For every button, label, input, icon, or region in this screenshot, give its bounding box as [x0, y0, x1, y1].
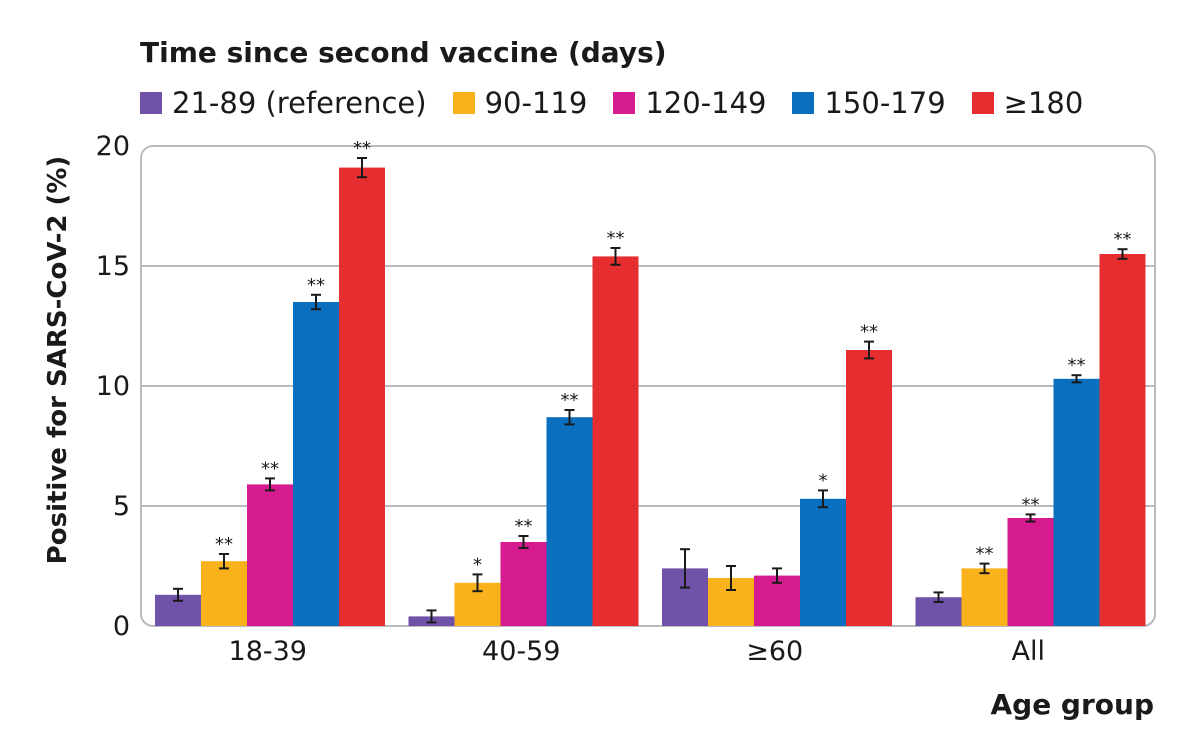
bar	[800, 498, 846, 626]
legend-swatch	[140, 92, 162, 114]
bar	[500, 542, 547, 626]
significance-label: *	[819, 470, 828, 491]
x-tick-label: All	[1012, 636, 1045, 667]
significance-label: **	[976, 544, 994, 565]
significance-label: **	[307, 275, 325, 296]
significance-label: **	[261, 458, 279, 479]
bar	[1007, 518, 1054, 626]
significance-label: **	[1068, 355, 1086, 376]
significance-label: **	[1022, 494, 1040, 515]
x-tick-label: 18-39	[229, 636, 307, 667]
legend-item: 90-119	[452, 86, 588, 120]
significance-label: **	[607, 228, 625, 249]
bar	[846, 350, 892, 626]
x-tick-label: ≥60	[746, 636, 803, 667]
legend-label: ≥180	[1003, 86, 1084, 120]
x-tick-label: 40-59	[482, 636, 560, 667]
y-tick-label: 15	[96, 251, 130, 282]
legend-item: 120-149	[613, 86, 766, 120]
bar	[247, 484, 293, 626]
legend-label: 150-179	[824, 86, 946, 120]
bar	[201, 561, 247, 626]
legend-swatch	[613, 92, 636, 114]
significance-label: **	[561, 390, 579, 411]
bar	[1099, 254, 1146, 626]
plot-frame	[140, 145, 1156, 627]
significance-label: **	[515, 516, 533, 537]
significance-label: **	[215, 534, 233, 555]
bar	[1053, 378, 1100, 626]
bar	[961, 568, 1008, 626]
significance-label: **	[1114, 229, 1132, 250]
y-tick-label: 10	[96, 371, 130, 402]
bar	[754, 575, 800, 626]
legend: 21-89 (reference) 90-119 120-149 150-179 ≥18…	[140, 86, 1083, 120]
significance-label: **	[860, 322, 878, 343]
x-axis-label: Age group	[990, 688, 1154, 721]
bar	[592, 256, 639, 626]
bar	[339, 167, 385, 626]
bar	[293, 302, 339, 626]
legend-label: 21-89 (reference)	[172, 86, 427, 120]
legend-swatch	[971, 92, 994, 114]
legend-item: 150-179	[792, 86, 946, 120]
significance-label: **	[353, 138, 371, 159]
legend-label: 120-149	[645, 86, 767, 120]
bar	[546, 417, 593, 626]
legend-item: 21-89 (reference)	[140, 86, 427, 120]
legend-swatch	[452, 92, 475, 114]
y-tick-label: 20	[96, 131, 130, 162]
legend-swatch	[792, 92, 815, 114]
legend-item: ≥180	[971, 86, 1084, 120]
legend-title: Time since second vaccine (days)	[140, 36, 667, 69]
y-tick-label: 5	[113, 491, 130, 522]
significance-label: *	[473, 554, 482, 575]
legend-label: 90-119	[484, 86, 588, 120]
y-tick-label: 0	[113, 611, 130, 642]
